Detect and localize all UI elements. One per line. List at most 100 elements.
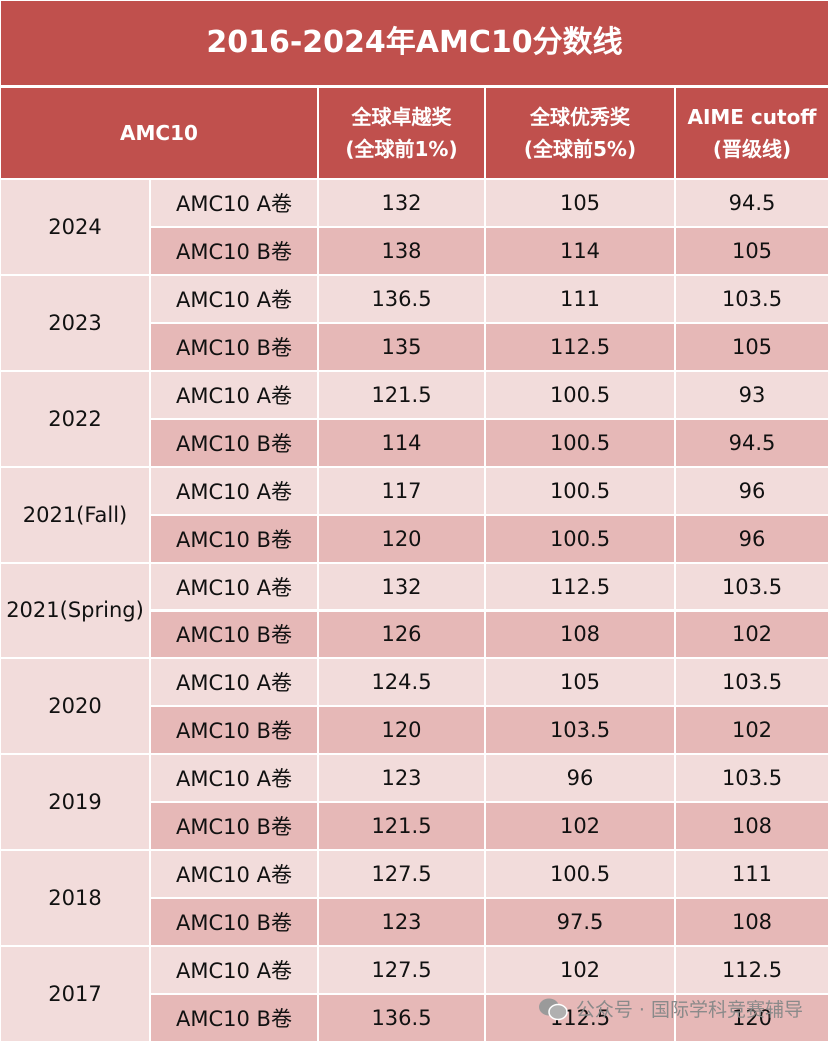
year-cell: 2019 — [0, 754, 150, 851]
value-cell: 93 — [675, 370, 829, 419]
value-cell-text: 126 — [381, 622, 422, 647]
value-cell: 114 — [318, 418, 485, 467]
value-cell-text: 105 — [731, 334, 773, 359]
header-cell-text: 全球卓越奖 — [351, 105, 452, 129]
row-label-text: AMC10 B卷 — [176, 335, 292, 360]
value-cell-text: 136.5 — [371, 286, 432, 311]
row-label: AMC10 B卷 — [150, 706, 318, 755]
value-cell: 126 — [318, 610, 485, 659]
row-label: AMC10 A卷 — [150, 562, 318, 611]
row-label-text: AMC10 B卷 — [176, 911, 292, 936]
value-cell: 102 — [485, 946, 675, 995]
row-label-text: AMC10 A卷 — [176, 287, 292, 312]
value-cell: 124.5 — [318, 658, 485, 707]
year-cell: 2021(Fall) — [0, 466, 150, 563]
row-label-text: AMC10 A卷 — [176, 767, 292, 792]
value-cell-text: 102 — [559, 958, 601, 983]
value-cell-text: 120 — [381, 718, 422, 743]
value-cell: 123 — [318, 754, 485, 803]
row-label-text: AMC10 B卷 — [176, 815, 292, 840]
value-cell-text: 112.5 — [549, 574, 611, 599]
header-cell-text: (晋级线) — [712, 137, 792, 161]
year-cell: 2024 — [0, 179, 150, 275]
value-cell: 102 — [485, 802, 675, 851]
header-cell: AMC10 — [0, 87, 318, 179]
value-cell: 108 — [675, 802, 829, 851]
value-cell: 103.5 — [675, 274, 829, 323]
row-label: AMC10 A卷 — [150, 370, 318, 419]
header-cell: 全球优秀奖 (全球前5%) — [485, 87, 675, 179]
value-cell-text: 103.5 — [721, 670, 783, 695]
year-cell: 2022 — [0, 370, 150, 467]
year-cell-text: 2024 — [48, 214, 102, 239]
value-cell-text: 105 — [559, 670, 601, 695]
value-cell: 103.5 — [675, 754, 829, 803]
value-cell: 127.5 — [318, 850, 485, 899]
value-cell: 114 — [485, 226, 675, 275]
header-cell-text: AIME cutoff — [687, 105, 817, 129]
value-cell-text: 124.5 — [371, 670, 432, 695]
value-cell: 108 — [675, 898, 829, 947]
value-cell-text: 97.5 — [556, 910, 604, 935]
value-cell-text: 105 — [559, 190, 601, 215]
value-cell: 100.5 — [485, 466, 675, 515]
value-cell-text: 121.5 — [371, 814, 432, 839]
value-cell-text: 111 — [731, 862, 773, 887]
value-cell-text: 120 — [381, 526, 422, 551]
value-cell-text: 100.5 — [549, 478, 611, 503]
row-label: AMC10 B卷 — [150, 802, 318, 851]
row-label-text: AMC10 B卷 — [176, 719, 292, 744]
value-cell-text: 112.5 — [721, 958, 783, 983]
value-cell-text: 135 — [381, 334, 422, 359]
value-cell-text: 112.5 — [549, 334, 611, 359]
value-cell-text: 100.5 — [549, 862, 611, 887]
row-label-text: AMC10 B卷 — [176, 431, 292, 456]
title-text: 2016-2024年AMC10分数线 — [206, 25, 623, 60]
row-label-text: AMC10 A卷 — [176, 479, 292, 504]
row-label: AMC10 A卷 — [150, 466, 318, 515]
value-cell: 121.5 — [318, 802, 485, 851]
value-cell-text: 103.5 — [721, 286, 783, 311]
value-cell: 136.5 — [318, 274, 485, 323]
value-cell: 111 — [485, 274, 675, 323]
row-label-text: AMC10 A卷 — [176, 191, 292, 216]
value-cell: 94.5 — [675, 418, 829, 467]
value-cell-text: 132 — [381, 190, 422, 215]
row-label-text: AMC10 B卷 — [176, 239, 292, 264]
value-cell: 96 — [675, 514, 829, 563]
value-cell: 102 — [675, 610, 829, 659]
value-cell-text: 117 — [381, 478, 422, 503]
row-label: AMC10 B卷 — [150, 226, 318, 275]
value-cell: 108 — [485, 610, 675, 659]
value-cell: 132 — [318, 562, 485, 611]
value-cell-text: 93 — [738, 382, 766, 407]
value-cell: 100.5 — [485, 418, 675, 467]
year-cell: 2017 — [0, 946, 150, 1042]
value-cell-text: 123 — [381, 766, 422, 791]
wechat-icon — [538, 998, 568, 1020]
row-label: AMC10 B卷 — [150, 994, 318, 1042]
value-cell-text: 127.5 — [371, 958, 432, 983]
row-label: AMC10 A卷 — [150, 179, 318, 227]
row-label-text: AMC10 B卷 — [176, 1007, 292, 1032]
row-label-text: AMC10 A卷 — [176, 959, 292, 984]
value-cell-text: 120 — [731, 1006, 773, 1031]
value-cell: 120 — [675, 994, 829, 1042]
header-cell-text: AMC10 — [120, 121, 198, 145]
value-cell-text: 132 — [381, 574, 422, 599]
header-cell-text: (全球前1%) — [345, 137, 458, 161]
row-label: AMC10 B卷 — [150, 418, 318, 467]
value-cell-text: 102 — [731, 718, 773, 743]
value-cell-text: 121.5 — [371, 382, 432, 407]
value-cell: 105 — [485, 658, 675, 707]
year-cell-text: 2018 — [48, 886, 102, 911]
value-cell-text: 100.5 — [549, 430, 611, 455]
value-cell-text: 108 — [559, 622, 601, 647]
value-cell-text: 103.5 — [721, 766, 783, 791]
value-cell: 127.5 — [318, 946, 485, 995]
value-cell-text: 114 — [559, 238, 601, 263]
value-cell: 123 — [318, 898, 485, 947]
value-cell: 112.5 — [485, 562, 675, 611]
row-label: AMC10 B卷 — [150, 514, 318, 563]
value-cell: 111 — [675, 850, 829, 899]
